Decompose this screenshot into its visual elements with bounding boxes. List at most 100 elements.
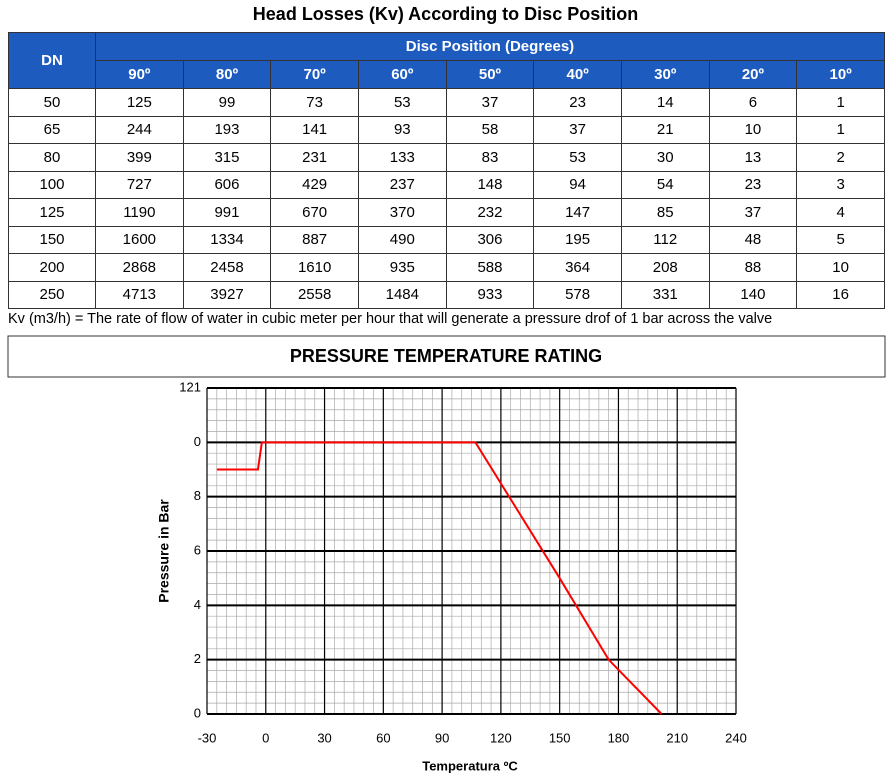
row: 150 1600 1334 887 490 306 195 112 48 5	[8, 225, 885, 254]
cell: 16	[796, 280, 885, 309]
row: 50 125 99 73 53 37 23 14 6 1	[8, 88, 885, 117]
cell: 148	[445, 170, 535, 199]
cell: 250	[8, 280, 96, 309]
cell: 10	[708, 115, 798, 144]
cell: 232	[445, 198, 535, 227]
y-tick-label: 8	[194, 488, 201, 503]
cell: 3927	[182, 280, 272, 309]
table-title: Head Losses (Kv) According to Disc Posit…	[252, 4, 639, 24]
row: 125 1190 991 670 370 232 147 85 37 4	[8, 198, 885, 227]
note: Kv (m3/h) = The rate of flow of water in…	[8, 311, 773, 327]
cell: 14	[620, 88, 710, 117]
column-header: 10º	[796, 60, 885, 89]
cell: 125	[8, 198, 96, 227]
x-tick-label: -30	[198, 730, 217, 745]
row: 65 244 193 141 93 58 37 21 10 1	[8, 115, 885, 144]
cell: 2458	[182, 253, 272, 282]
cell: 112	[620, 225, 710, 254]
cell: 1600	[95, 225, 184, 254]
cell: 244	[95, 115, 184, 144]
cell: 306	[445, 225, 535, 254]
cell: 99	[182, 88, 272, 117]
cell: 150	[8, 225, 96, 254]
cell: 195	[533, 225, 622, 254]
column-header: 40º	[533, 60, 622, 89]
cell: 37	[708, 198, 798, 227]
cell: 93	[357, 115, 447, 144]
column-header: 90º	[95, 60, 184, 89]
y-tick-label: 2	[194, 651, 201, 666]
cell: 53	[357, 88, 447, 117]
cell: 88	[708, 253, 798, 282]
cell: 21	[620, 115, 710, 144]
cell: 23	[708, 170, 798, 199]
header-row: 90º 80º 70º 60º 50º 40º 30º 20º 10º	[9, 60, 885, 89]
cell: 935	[357, 253, 447, 282]
cell: 1610	[270, 253, 359, 282]
cell: 94	[533, 170, 622, 199]
cell: 147	[533, 198, 622, 227]
cell: 85	[620, 198, 710, 227]
y-tick-label: 6	[194, 542, 201, 557]
cell: 23	[533, 88, 622, 117]
cell: 670	[270, 198, 359, 227]
cell: 991	[182, 198, 272, 227]
cell: 364	[533, 253, 622, 282]
cell: 10	[796, 253, 885, 282]
column-header: 80º	[182, 60, 272, 89]
chart-title: PRESSURE TEMPERATURE RATING	[290, 346, 602, 366]
x-tick-label: 90	[435, 730, 449, 745]
cell: 73	[270, 88, 359, 117]
cell: 4	[796, 198, 885, 227]
cell: 887	[270, 225, 359, 254]
row: 200 2868 2458 1610 935 588 364 208 88 10	[8, 253, 885, 282]
cell: 399	[95, 143, 184, 172]
cell: 6	[708, 88, 798, 117]
cell: 2868	[95, 253, 184, 282]
cell: 50	[8, 88, 96, 117]
cell: 80	[8, 143, 96, 172]
x-tick-label: 60	[376, 730, 390, 745]
cell: 83	[445, 143, 535, 172]
cell: 2558	[270, 280, 359, 309]
column-header: 70º	[270, 60, 359, 89]
y-tick-label: 121	[179, 379, 201, 394]
cell: 331	[620, 280, 710, 309]
cell: 125	[95, 88, 184, 117]
cell: 58	[445, 115, 535, 144]
cell: 3	[796, 170, 885, 199]
cell: 1	[796, 88, 885, 117]
kv-table: DN Disc Position (Degrees) 90º 80º 70º 60º 50…	[8, 32, 885, 309]
cell: 606	[182, 170, 272, 199]
cell: 578	[533, 280, 622, 309]
row: 80 399 315 231 133 83 53 30 13 2	[8, 143, 885, 172]
cell: 933	[445, 280, 535, 309]
cell: 237	[357, 170, 447, 199]
x-tick-label: 30	[317, 730, 331, 745]
cell: 5	[796, 225, 885, 254]
cell: 490	[357, 225, 447, 254]
y-tick-label: 0	[194, 434, 201, 449]
cell: 37	[445, 88, 535, 117]
y-axis-label: Pressure in Bar	[156, 499, 172, 603]
column-header: 60º	[357, 60, 447, 89]
cell: 2	[796, 143, 885, 172]
header-row: DN Disc Position (Degrees)	[8, 32, 885, 89]
cell: 1190	[95, 198, 184, 227]
cell: 1334	[182, 225, 272, 254]
cell: 231	[270, 143, 359, 172]
cell: 1	[796, 115, 885, 144]
x-axis-label: Temperatura ºC	[422, 758, 518, 773]
cell: 200	[8, 253, 96, 282]
cell: 54	[620, 170, 710, 199]
x-tick-label: 150	[549, 730, 571, 745]
cell: 53	[533, 143, 622, 172]
x-tick-label: 180	[608, 730, 630, 745]
cell: 133	[357, 143, 447, 172]
row: 250 4713 3927 2558 1484 933 578 331 140 16	[8, 280, 885, 309]
cell: 1484	[357, 280, 447, 309]
column-header: 50º	[445, 60, 535, 89]
cell: 588	[445, 253, 535, 282]
cell: 4713	[95, 280, 184, 309]
